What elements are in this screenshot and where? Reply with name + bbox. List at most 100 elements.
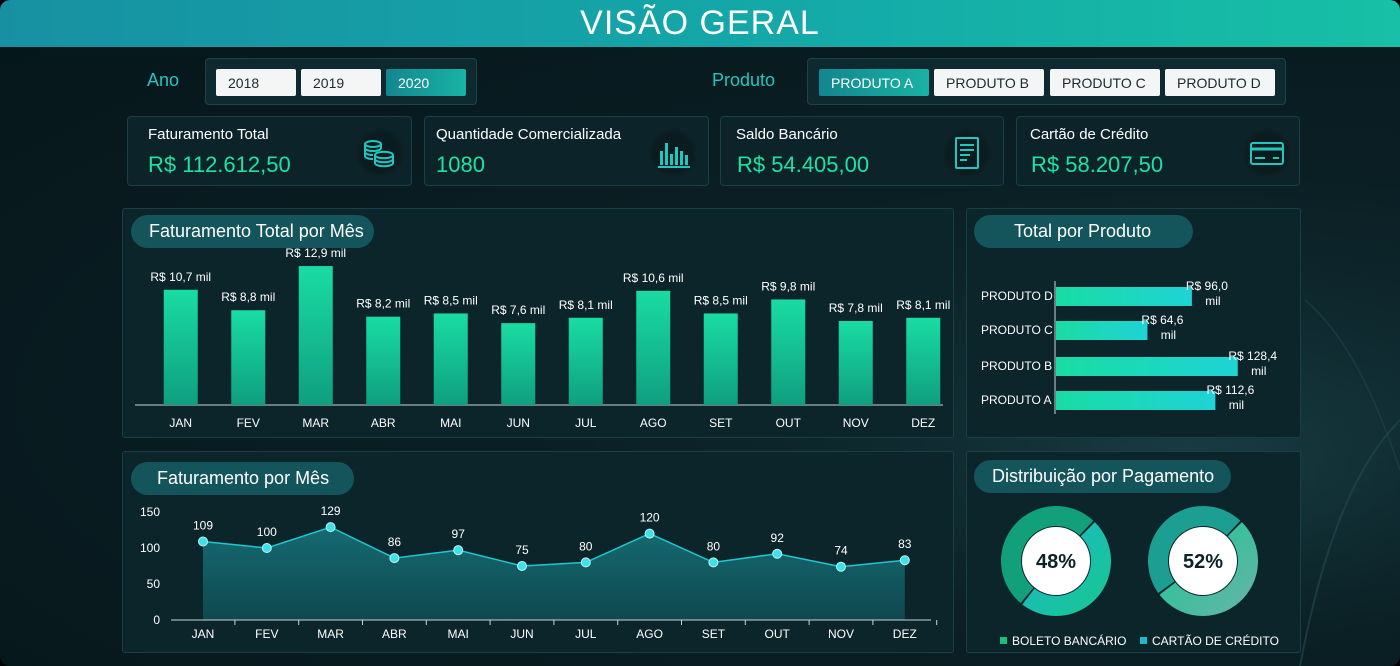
year-2020-button[interactable]: 2020 [386,69,466,96]
year-filter-group: 2018 2019 2020 [205,58,477,105]
bar-data-label: R$ 10,6 mil [623,271,684,285]
bar-out [771,299,806,405]
product-a-button[interactable]: PRODUTO A [819,69,929,96]
x-tick-label: NOV [843,416,869,430]
area-point-fev [261,543,272,553]
kpi-title: Cartão de Crédito [1030,126,1149,143]
monthly-revenue-title: Faturamento Total por Mês [131,215,374,248]
legend-label: CARTÃO DE CRÉDITO [1152,633,1279,648]
hbar-data-label: R$ 64,6 [1141,313,1183,327]
x-tick-label: DEZ [911,416,935,430]
kpi-card-quantidade: Quantidade Comercializada 1080 [424,116,709,186]
product-d-button[interactable]: PRODUTO D [1165,69,1275,96]
year-2018-button[interactable]: 2018 [216,69,296,96]
x-tick-label: ABR [382,627,407,641]
bar-data-label: R$ 8,8 mil [221,290,275,304]
x-tick-label: ABR [371,416,396,430]
legend-label: BOLETO BANCÁRIO [1012,633,1126,648]
bar-jun [501,323,536,405]
hbar-data-label-unit: mil [1161,328,1176,342]
bar-data-label: R$ 8,2 mil [356,297,410,311]
x-tick-label: NOV [828,627,854,641]
bar-abr [366,316,401,405]
area-data-label: 86 [388,535,402,549]
area-point-set [708,557,719,568]
x-tick-label: OUT [776,416,802,430]
bar-data-label: R$ 8,5 mil [424,293,478,307]
kpi-value: R$ 58.207,50 [1031,152,1164,177]
area-data-label: 80 [707,539,721,553]
legend-swatch [1000,637,1007,644]
kpi-value: R$ 54.405,00 [737,152,870,177]
product-c-button[interactable]: PRODUTO C [1050,69,1160,96]
area-point-jan [198,536,208,547]
donut-segment-boleto [1022,522,1111,616]
kpi-title: Faturamento Total [148,126,269,143]
x-tick-label: JUN [507,416,530,430]
bar-data-label: R$ 10,7 mil [150,270,211,284]
credit-card-icon [1243,129,1291,177]
area-point-mar [325,522,336,533]
kpi-card-saldo: Saldo Bancário R$ 54.405,00 [720,116,1004,186]
area-point-out [772,548,783,559]
x-tick-label: MAI [440,416,461,430]
donut-center [1022,527,1090,595]
y-tick-label: 100 [140,541,160,555]
bar-jan [163,289,198,405]
bar-chart-icon [649,129,697,177]
donut-center [1169,527,1237,595]
area-point-abr [389,553,400,564]
bar-set [703,313,738,405]
bar-data-label: R$ 9,8 mil [761,279,815,293]
y-tick-label: PRODUTO D [981,289,1053,303]
y-tick-label: PRODUTO C [981,323,1053,337]
area-data-label: 74 [834,544,848,558]
x-tick-label: OUT [765,627,791,641]
coins-icon [356,129,404,177]
x-tick-label: MAR [302,416,329,430]
bar-nov [838,321,873,405]
kpi-card-cartao: Cartão de Crédito R$ 58.207,50 [1016,116,1300,186]
payment-distribution-panel: Distribuição por Pagamento 48% 52% BOLETO … [966,451,1301,653]
year-2019-button[interactable]: 2019 [301,69,381,96]
hbar-data-label: R$ 128,4 [1228,349,1277,363]
x-tick-label: FEV [237,416,260,430]
x-tick-label: SET [709,416,733,430]
monthly-revenue-panel: Faturamento Total por Mês R$ 10,7 mil JAN… [122,208,954,438]
x-tick-label: MAI [448,627,469,641]
area-line [202,526,905,568]
x-tick-label: SET [702,627,726,641]
payment-distribution-chart: 48% 52% BOLETO BANCÁRIO CARTÃO DE CRÉDITO [1000,505,1279,648]
monthly-area-title: Faturamento por Mês [131,462,354,495]
donut-percentage-label: 48% [1036,551,1076,573]
bar-fev [231,310,266,405]
page-title: VISÃO GERAL [580,4,820,42]
hbar-data-label: R$ 96,0 [1186,279,1228,293]
bar-dez [906,317,941,405]
x-tick-label: MAR [317,627,344,641]
hbar-produto-c [1056,321,1148,340]
payment-distribution-title: Distribuição por Pagamento [974,460,1231,493]
area-data-label: 97 [452,527,466,541]
area-point-jun [517,561,527,571]
area-data-label: 92 [771,531,785,545]
y-tick-label: 50 [147,577,161,591]
kpi-card-faturamento: Faturamento Total R$ 112.612,50 [127,116,412,186]
area-point-mai [453,545,464,556]
product-b-button[interactable]: PRODUTO B [934,69,1044,96]
x-tick-label: AGO [640,416,667,430]
y-tick-label: 150 [140,505,160,519]
x-tick-label: AGO [636,627,663,641]
bar-mai [433,313,468,405]
area-point-ago [644,528,655,539]
area-fill [203,527,905,620]
hbar-produto-b [1056,357,1238,376]
donut-percentage-label: 52% [1183,551,1223,573]
bar-data-label: R$ 8,5 mil [694,293,748,307]
y-tick-label: PRODUTO B [981,359,1052,373]
product-filter-group: PRODUTO A PRODUTO B PRODUTO C PRODUTO D [807,58,1286,105]
hbar-data-label-unit: mil [1229,398,1244,412]
hbar-produto-d [1056,287,1192,306]
